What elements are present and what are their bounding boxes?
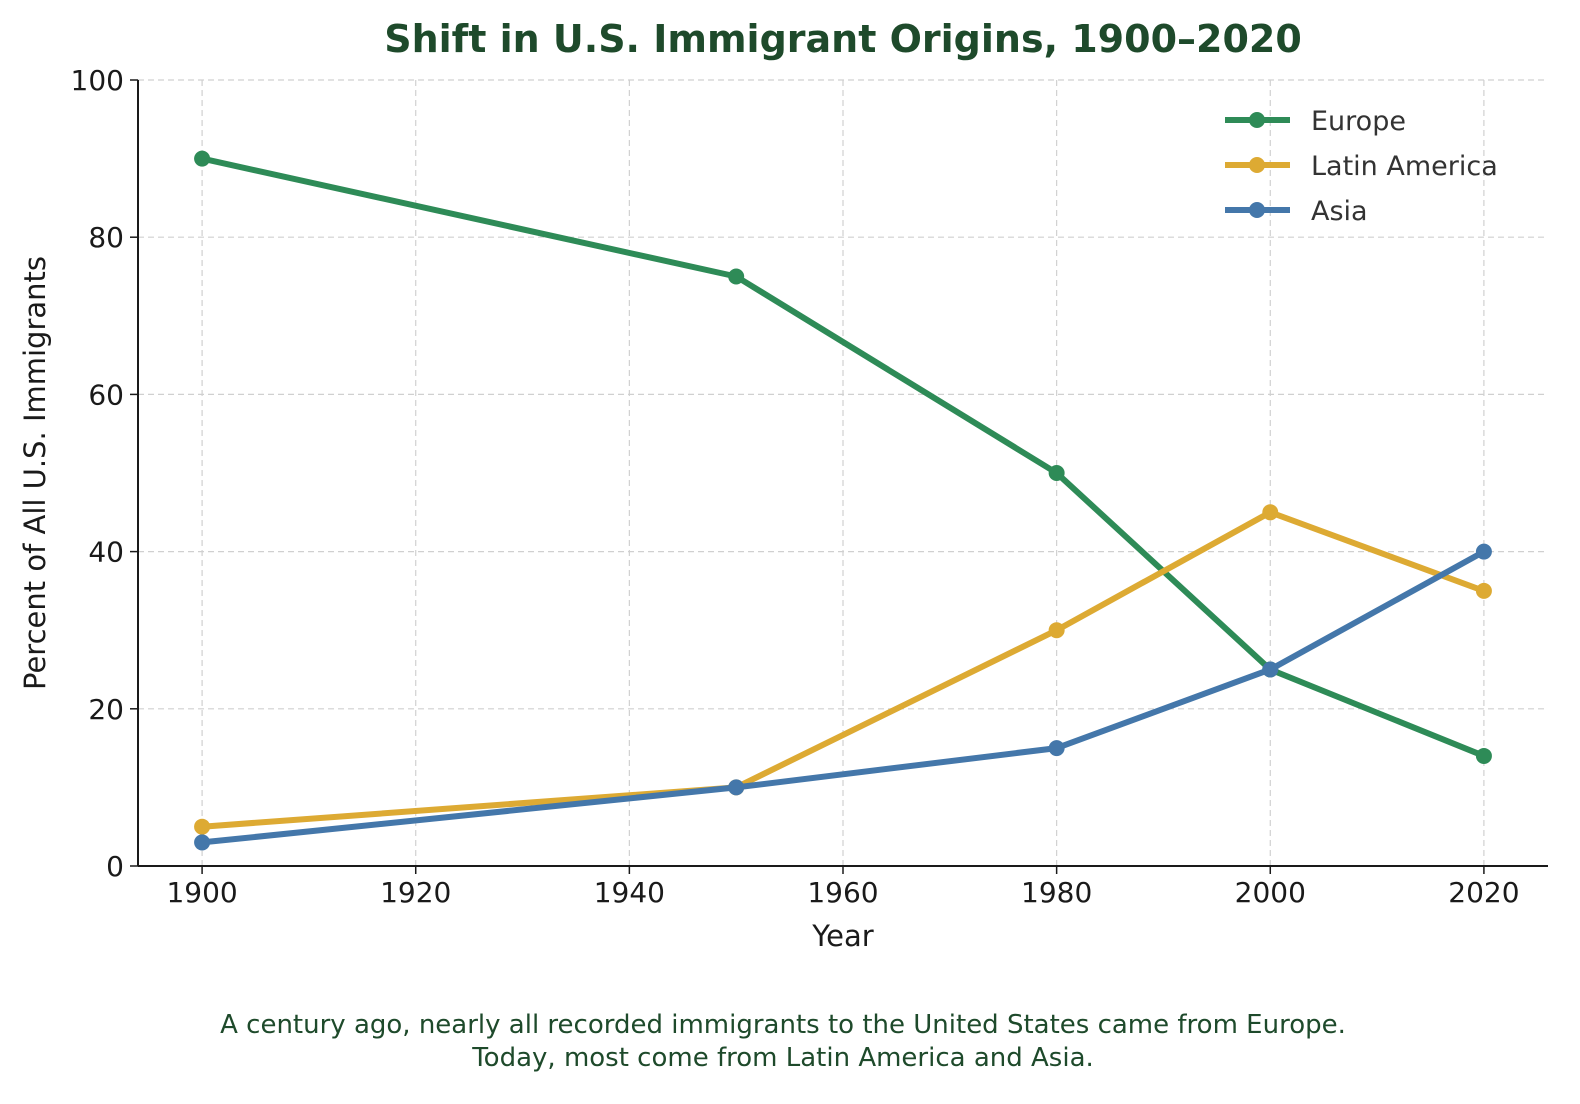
y-tick-label: 0 — [106, 850, 124, 883]
legend-marker-asia — [1249, 202, 1265, 218]
axes: 1900 1920 1940 1960 1980 2000 2020 0 20 40 60 80 100 — [71, 64, 1548, 909]
data-point-europe — [728, 268, 745, 285]
data-point-asia — [728, 779, 745, 796]
legend: Europe Latin America Asia — [1225, 106, 1498, 227]
legend-label-asia: Asia — [1311, 196, 1368, 227]
data-point-asia — [1262, 661, 1279, 678]
data-point-latin-america — [194, 818, 211, 835]
x-axis-label: Year — [811, 919, 873, 953]
data-point-asia — [194, 834, 211, 851]
y-tick-label: 80 — [88, 221, 124, 254]
y-tick-label: 60 — [88, 378, 124, 411]
data-point-asia — [1475, 543, 1492, 560]
x-tick-label: 1920 — [380, 876, 451, 909]
x-tick-label: 2000 — [1235, 876, 1306, 909]
caption-line-1: A century ago, nearly all recorded immig… — [220, 1010, 1346, 1040]
caption-line-2: Today, most come from Latin America and … — [471, 1043, 1094, 1073]
data-point-latin-america — [1048, 622, 1065, 639]
series-line-europe — [201, 155, 1486, 759]
legend-label-latin-america: Latin America — [1311, 151, 1498, 182]
y-tick-label: 40 — [88, 536, 124, 569]
data-point-latin-america — [1262, 504, 1279, 521]
data-point-europe — [1048, 465, 1065, 481]
legend-marker-latin-america — [1249, 157, 1265, 173]
series-line-latin-america — [201, 509, 1485, 830]
x-tick-label: 1940 — [594, 876, 665, 909]
data-point-europe — [194, 150, 211, 167]
legend-label-europe: Europe — [1311, 106, 1406, 137]
series-group — [194, 150, 1492, 851]
data-point-europe — [1475, 747, 1492, 764]
x-tick-label: 2020 — [1448, 876, 1519, 909]
y-tick-label: 100 — [71, 64, 124, 97]
y-axis-label: Percent of All U.S. Immigrants — [18, 256, 52, 690]
legend-marker-europe — [1249, 112, 1265, 128]
y-tick-label: 20 — [88, 693, 124, 726]
x-tick-label: 1900 — [166, 876, 237, 909]
chart-title: Shift in U.S. Immigrant Origins, 1900–20… — [384, 17, 1302, 61]
data-point-latin-america — [1475, 582, 1492, 599]
x-tick-label: 1960 — [807, 876, 878, 909]
data-point-asia — [1048, 740, 1065, 757]
x-tick-label: 1980 — [1021, 876, 1092, 909]
